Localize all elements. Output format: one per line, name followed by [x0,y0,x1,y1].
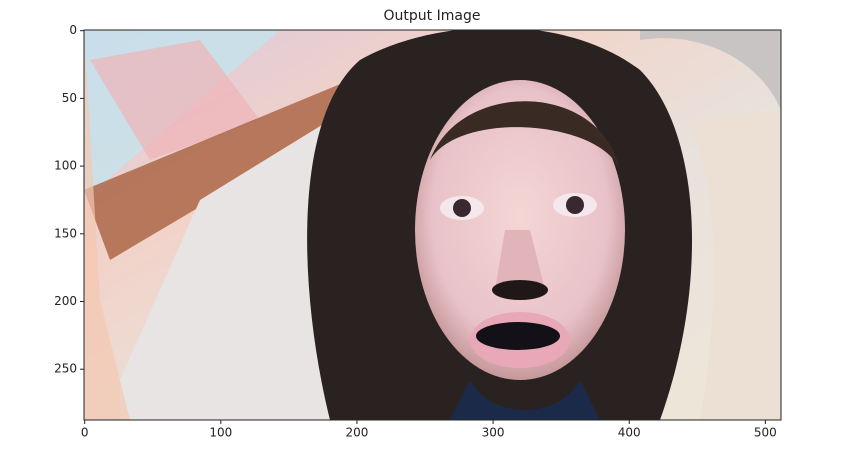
y-tick-label: 0 [69,23,77,37]
x-tick-label: 200 [345,426,368,440]
y-tick-label: 150 [54,226,77,240]
x-tick-label: 300 [482,426,505,440]
axes-frame [83,29,782,421]
y-tick-label: 50 [62,91,77,105]
x-tick-label: 500 [754,426,777,440]
x-tick-label: 400 [618,426,641,440]
chart-title: Output Image [384,8,481,24]
x-tick-label: 0 [81,426,89,440]
y-tick-label: 100 [54,159,77,173]
image [84,30,781,420]
y-tick-label: 250 [54,362,77,376]
y-tick-label: 200 [54,294,77,308]
x-tick-label: 100 [209,426,232,440]
